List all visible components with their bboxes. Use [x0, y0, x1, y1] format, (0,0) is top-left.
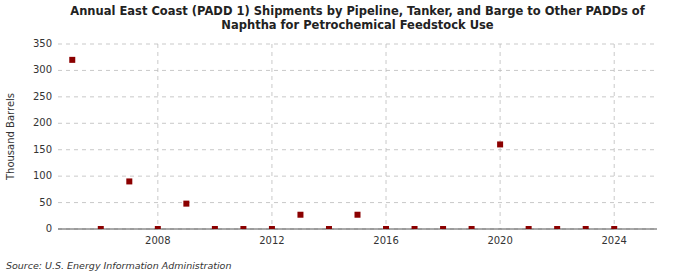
y-tick-label: 150: [33, 144, 52, 155]
scatter-point: [326, 226, 332, 229]
scatter-point: [440, 226, 446, 229]
y-tick-label: 100: [33, 170, 52, 181]
x-tick-label: 2016: [373, 235, 398, 246]
chart-container: Annual East Coast (PADD 1) Shipments by …: [0, 0, 675, 275]
y-tick-label: 50: [39, 197, 52, 208]
scatter-point: [469, 226, 475, 229]
y-grid-line: [58, 44, 657, 45]
scatter-point: [126, 178, 132, 184]
y-grid-line: [58, 96, 657, 97]
scatter-point: [69, 57, 75, 63]
x-grid-line: [500, 44, 501, 229]
x-tick-label: 2008: [145, 235, 170, 246]
x-tick-labels: 2008 2012 2016 2020 2024: [145, 235, 627, 246]
grid: [58, 44, 657, 229]
scatter-point: [526, 226, 532, 229]
x-tick-label: 2020: [487, 235, 512, 246]
y-grid-line: [58, 202, 657, 203]
scatter-point: [583, 226, 589, 229]
scatter-point: [269, 226, 275, 229]
x-axis-line: [58, 229, 657, 230]
scatter-point: [611, 226, 617, 229]
y-grid-line: [58, 70, 657, 71]
y-tick-label: 200: [33, 117, 52, 128]
y-axis-label: Thousand Barrels: [5, 93, 16, 181]
scatter-point: [183, 201, 189, 207]
scatter-point: [412, 226, 418, 229]
scatter-point: [297, 212, 303, 218]
chart-title: Annual East Coast (PADD 1) Shipments by …: [70, 4, 645, 32]
scatter-point: [554, 226, 560, 229]
points: [69, 57, 617, 229]
scatter-point: [212, 226, 218, 229]
scatter-point: [155, 226, 161, 229]
y-tick-label: 250: [33, 91, 52, 102]
y-tick-label: 300: [33, 64, 52, 75]
chart-svg: Annual East Coast (PADD 1) Shipments by …: [0, 0, 675, 275]
scatter-point: [497, 141, 503, 147]
y-grid-line: [58, 149, 657, 150]
x-tick-label: 2012: [259, 235, 284, 246]
y-tick-label: 350: [33, 38, 52, 49]
x-grid-line: [157, 44, 158, 229]
scatter-point: [240, 226, 246, 229]
x-grid-line: [614, 44, 615, 229]
y-tick-label: 0: [46, 223, 52, 234]
x-grid-line: [271, 44, 272, 229]
y-grid-line: [58, 123, 657, 124]
y-tick-labels: 0 50 100 150 200 250 300 350: [33, 38, 52, 234]
scatter-point: [355, 212, 361, 218]
source-note: Source: U.S. Energy Information Administ…: [6, 260, 231, 271]
title-line: Naphtha for Petrochemical Feedstock Use: [221, 18, 493, 32]
scatter-point: [98, 226, 104, 229]
y-grid-line: [58, 229, 657, 230]
scatter-point: [383, 226, 389, 229]
x-grid-line: [386, 44, 387, 229]
y-grid-line: [58, 176, 657, 177]
x-tick-label: 2024: [601, 235, 626, 246]
title-line: Annual East Coast (PADD 1) Shipments by …: [70, 4, 645, 18]
